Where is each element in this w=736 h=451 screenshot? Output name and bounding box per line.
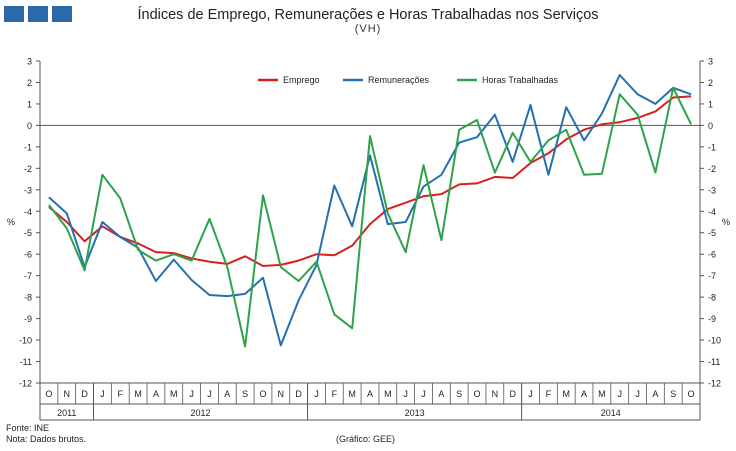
x-tick-label: O — [688, 389, 695, 399]
x-tick-label: F — [546, 389, 552, 399]
logo-block — [4, 6, 24, 22]
y-tick-label-right: 3 — [708, 57, 713, 67]
data-note: Nota: Dados brutos. — [6, 434, 87, 444]
y-tick-label-right: -11 — [708, 357, 720, 367]
y-tick-label-left: -10 — [19, 336, 32, 346]
y-tick-label-left: 2 — [27, 78, 32, 88]
x-tick-label: O — [474, 389, 481, 399]
x-tick-label: N — [64, 389, 71, 399]
source-note: Fonte: INE — [6, 423, 50, 433]
y-tick-label-left: 0 — [27, 121, 32, 131]
y-tick-label-left: -5 — [24, 228, 32, 238]
x-tick-label: M — [170, 389, 178, 399]
x-tick-label: M — [598, 389, 606, 399]
year-label: 2014 — [601, 408, 621, 418]
y-tick-label-right: -5 — [708, 228, 716, 238]
y-tick-label-right: -1 — [708, 142, 716, 152]
x-tick-label: F — [332, 389, 338, 399]
x-tick-label: J — [207, 389, 212, 399]
y-tick-label-right: 2 — [708, 78, 713, 88]
x-tick-label: M — [134, 389, 142, 399]
x-tick-label: S — [456, 389, 462, 399]
x-tick-label: M — [348, 389, 356, 399]
y-tick-label-right: -2 — [708, 164, 716, 174]
y-tick-label-left: -3 — [24, 185, 32, 195]
legend-label: Horas Trabalhadas — [482, 75, 559, 85]
y-tick-label-left: -1 — [24, 142, 32, 152]
y-tick-label-left: -4 — [24, 207, 32, 217]
x-tick-label: J — [314, 389, 319, 399]
y-tick-label-right: -9 — [708, 314, 716, 324]
legend-label: Remunerações — [368, 75, 430, 85]
x-tick-label: J — [403, 389, 408, 399]
x-tick-label: J — [421, 389, 426, 399]
y-tick-label-left: 1 — [27, 99, 32, 109]
y-tick-label-right: -7 — [708, 271, 716, 281]
x-tick-label: D — [81, 389, 88, 399]
y-tick-label-right: 1 — [708, 99, 713, 109]
y-axis-label-right: % — [722, 217, 730, 227]
y-tick-label-left: -11 — [20, 357, 32, 367]
series-line-emprego — [48, 95, 692, 267]
x-tick-label: D — [295, 389, 302, 399]
x-tick-label: A — [153, 389, 159, 399]
y-tick-label-left: -2 — [24, 164, 32, 174]
x-tick-label: A — [652, 389, 658, 399]
y-tick-label-right: -3 — [708, 185, 716, 195]
x-tick-label: N — [278, 389, 285, 399]
y-tick-label-left: -12 — [19, 379, 32, 389]
x-tick-label: J — [100, 389, 105, 399]
series-line-remunera-es — [48, 74, 692, 347]
y-tick-label-left: -9 — [24, 314, 32, 324]
y-tick-label-left: -6 — [24, 250, 32, 260]
x-tick-label: J — [617, 389, 622, 399]
x-tick-label: O — [45, 389, 52, 399]
x-tick-label: A — [438, 389, 444, 399]
x-tick-label: N — [492, 389, 499, 399]
x-tick-label: A — [581, 389, 587, 399]
logo-block — [28, 6, 48, 22]
x-tick-label: J — [528, 389, 533, 399]
x-tick-label: F — [118, 389, 124, 399]
y-tick-label-right: -12 — [708, 379, 721, 389]
x-tick-label: S — [670, 389, 676, 399]
y-tick-label-right: -8 — [708, 293, 716, 303]
x-tick-label: S — [242, 389, 248, 399]
y-axis-label-left: % — [7, 217, 15, 227]
y-tick-label-right: 0 — [708, 121, 713, 131]
x-tick-label: D — [509, 389, 516, 399]
y-tick-label-left: -8 — [24, 293, 32, 303]
series-line-horas-trabalhadas — [48, 86, 692, 348]
legend-label: Emprego — [283, 75, 320, 85]
x-tick-label: M — [562, 389, 570, 399]
x-tick-label: M — [384, 389, 392, 399]
y-tick-label-left: 3 — [27, 57, 32, 67]
year-label: 2011 — [57, 408, 76, 418]
year-label: 2013 — [405, 408, 425, 418]
y-tick-label-right: -10 — [708, 336, 721, 346]
chart-credit: (Gráfico: GEE) — [336, 434, 396, 444]
x-tick-label: J — [635, 389, 640, 399]
chart-title: Índices de Emprego, Remunerações e Horas… — [137, 7, 599, 23]
brand-logo — [4, 6, 72, 22]
y-tick-label-right: -4 — [708, 207, 716, 217]
x-tick-label: J — [189, 389, 194, 399]
y-tick-label-left: -7 — [24, 271, 32, 281]
y-tick-label-right: -6 — [708, 250, 716, 260]
logo-block — [52, 6, 72, 22]
x-tick-label: O — [259, 389, 266, 399]
x-tick-label: A — [367, 389, 373, 399]
chart-subtitle: (VH) — [354, 23, 382, 35]
x-tick-label: A — [224, 389, 230, 399]
year-label: 2012 — [191, 408, 211, 418]
